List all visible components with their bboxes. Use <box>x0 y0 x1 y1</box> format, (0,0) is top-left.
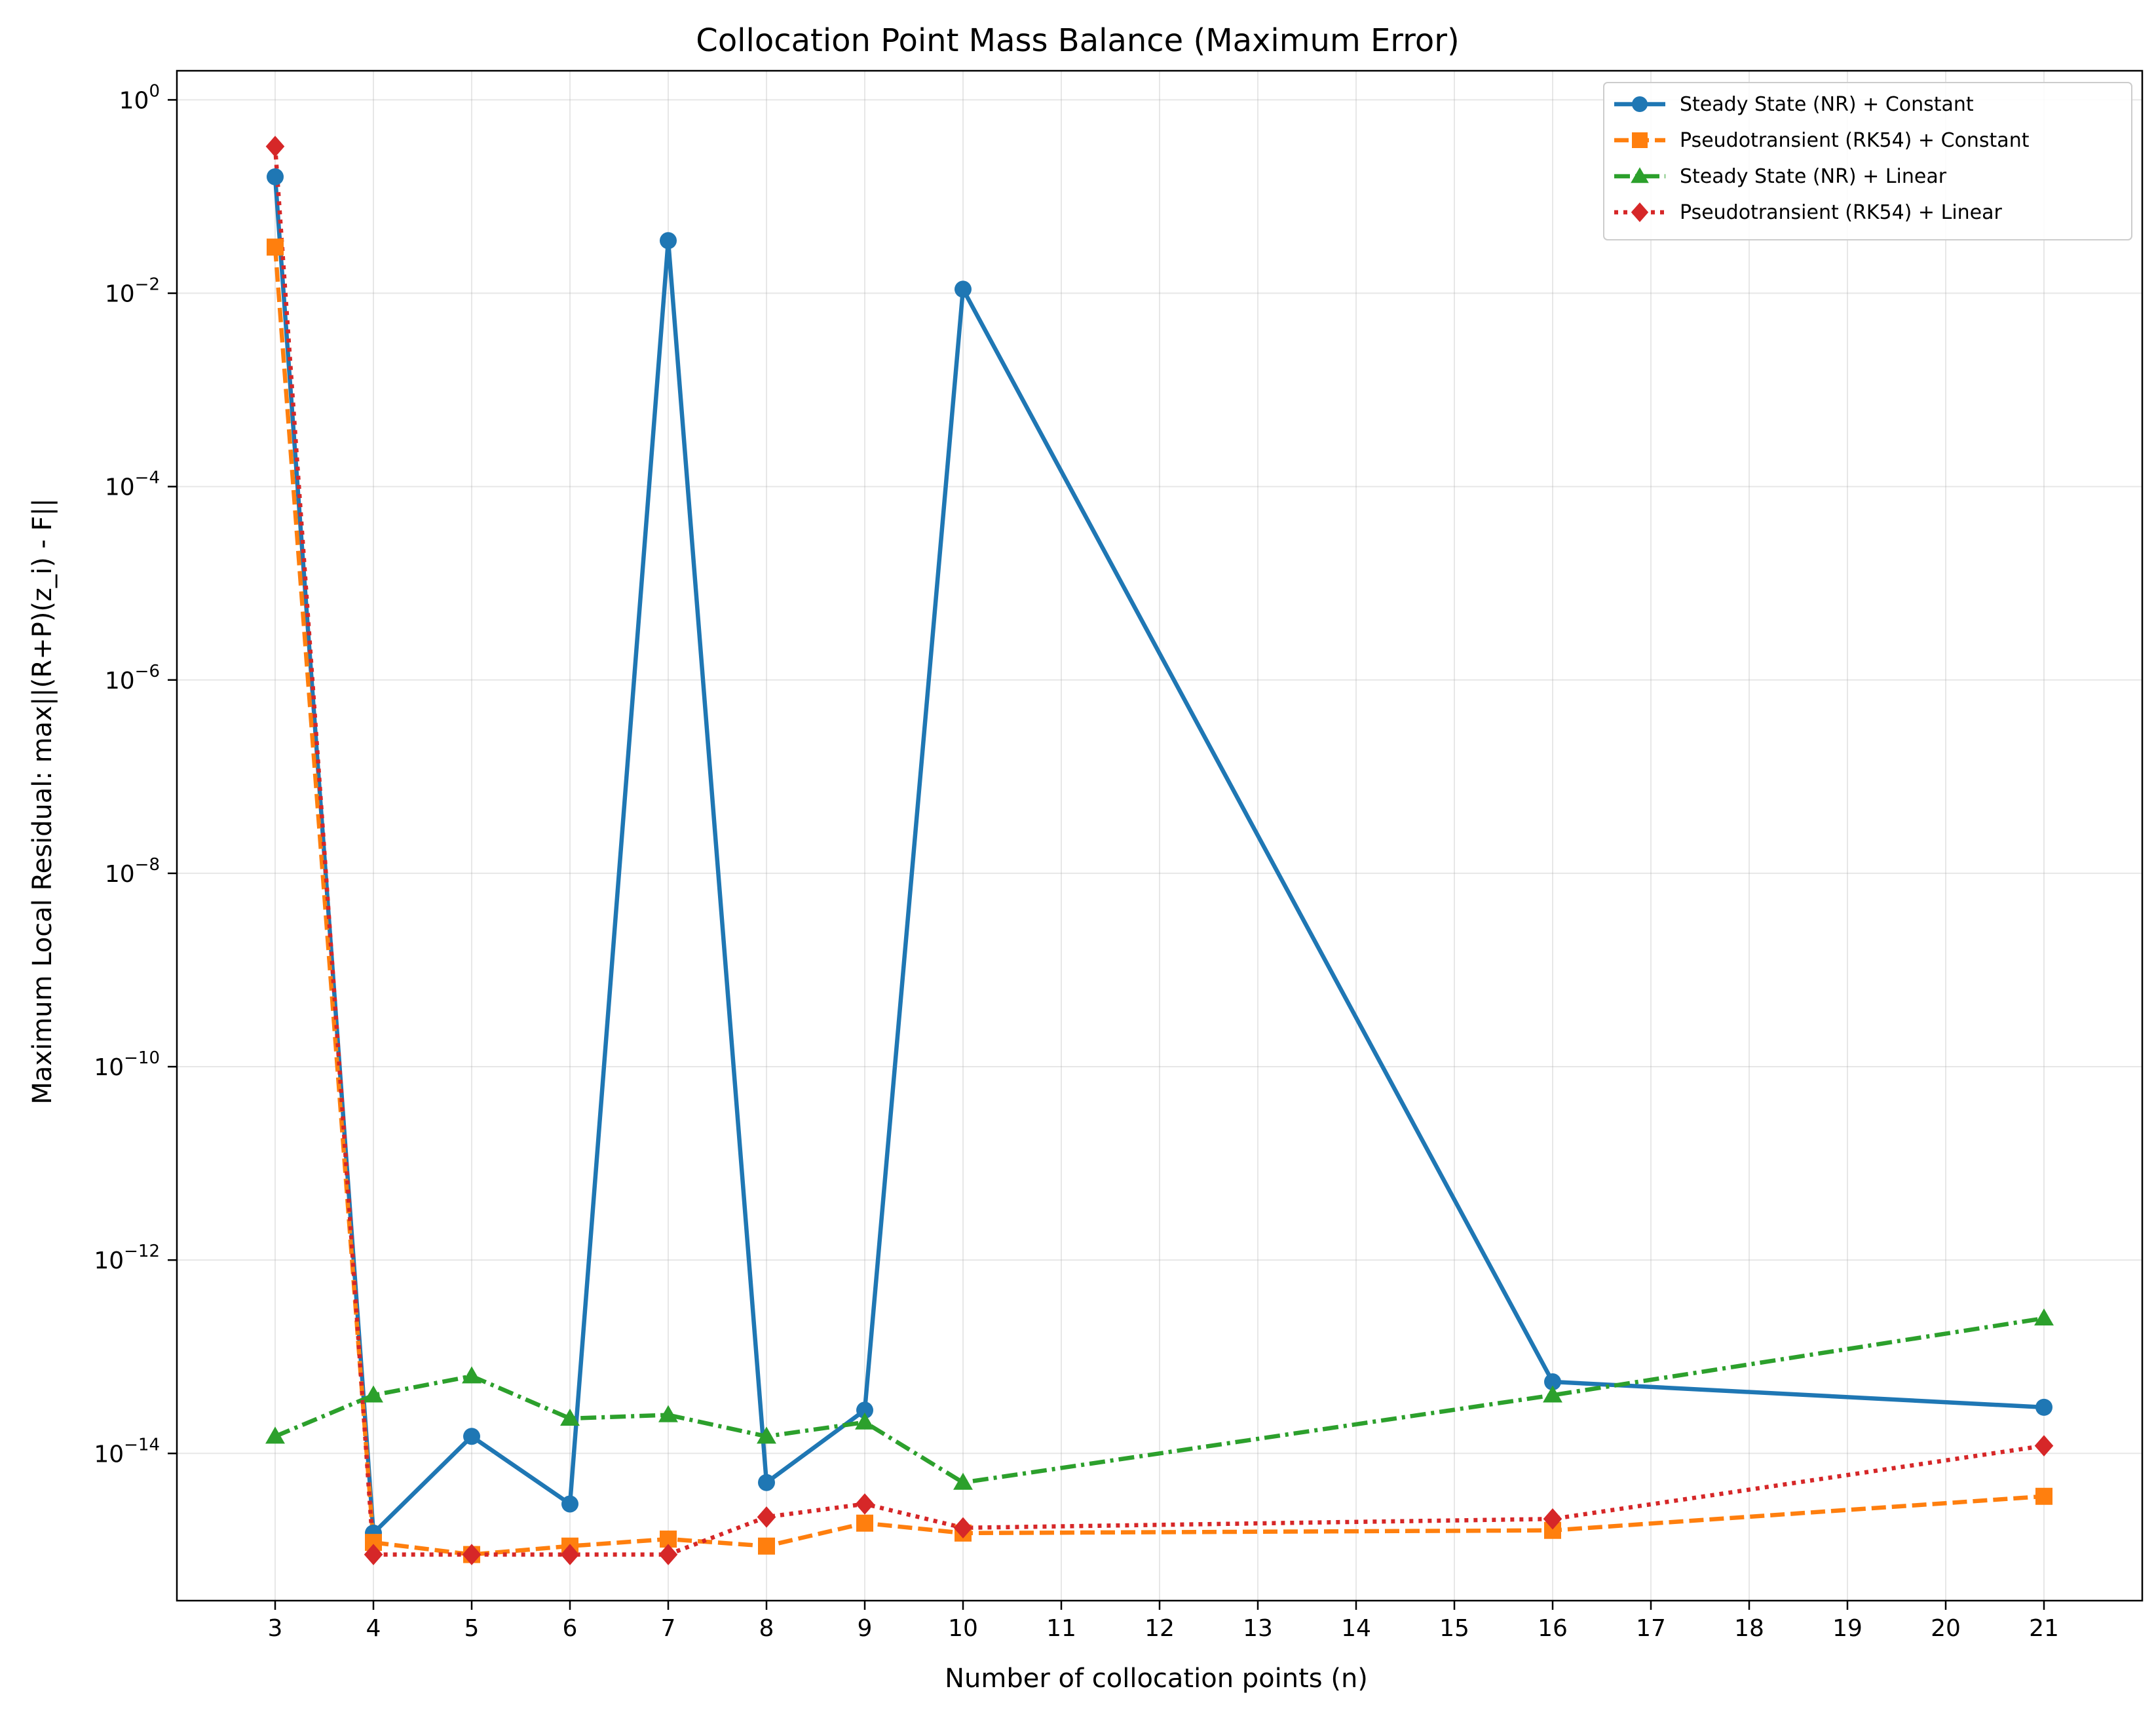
data-point <box>953 1517 973 1539</box>
x-tick-label: 13 <box>1243 1615 1273 1642</box>
x-tick-label: 15 <box>1439 1615 1469 1642</box>
y-tick-label: 10−6 <box>105 662 160 695</box>
data-point <box>462 1366 482 1384</box>
series-line <box>273 176 2045 1536</box>
data-point <box>758 1474 775 1491</box>
y-tick-exponent: −12 <box>124 1242 160 1261</box>
x-axis-ticks: 3 4 5 6 7 8 9 10 11 12 13 14 15 16 17 18 19 20 21 <box>268 1601 2059 1642</box>
y-axis-label: Maximum Local Residual: max||(R+P)(z_i) … <box>28 498 58 1104</box>
legend-swatch-marker <box>1631 202 1649 222</box>
x-tick-label: 19 <box>1832 1615 1863 1642</box>
y-tick-exponent: −6 <box>135 662 160 681</box>
x-tick-label: 7 <box>661 1615 676 1642</box>
series-markers <box>265 136 2054 1565</box>
y-tick-exponent: 0 <box>149 81 160 101</box>
data-point <box>1544 1373 1561 1391</box>
data-point <box>267 238 284 256</box>
x-tick-label: 5 <box>464 1615 480 1642</box>
y-tick-label: 100 <box>119 81 160 114</box>
data-point <box>757 1506 776 1528</box>
x-tick-label: 18 <box>1734 1615 1764 1642</box>
data-point <box>855 1493 875 1515</box>
data-point <box>757 1426 776 1444</box>
x-axis-label: Number of collocation points (n) <box>945 1664 1368 1694</box>
y-tick-exponent: −4 <box>135 468 160 488</box>
data-point <box>2034 1308 2054 1326</box>
data-point <box>1543 1385 1562 1403</box>
data-point <box>660 232 677 250</box>
data-point <box>658 1405 678 1422</box>
series-line <box>273 146 2045 1557</box>
data-point <box>560 1408 580 1426</box>
y-tick-label: 10−10 <box>94 1048 160 1081</box>
data-point <box>953 1472 973 1490</box>
x-tick-label: 12 <box>1144 1615 1175 1642</box>
x-tick-label: 9 <box>858 1615 873 1642</box>
x-tick-label: 17 <box>1636 1615 1666 1642</box>
x-tick-label: 14 <box>1341 1615 1371 1642</box>
y-tick-base: 10 <box>105 474 135 501</box>
data-point <box>2034 1435 2054 1457</box>
data-point <box>560 1544 580 1565</box>
data-point <box>758 1537 775 1555</box>
x-tick-label: 3 <box>268 1615 283 1642</box>
legend-swatch-marker <box>1631 167 1649 183</box>
legend-label: Steady State (NR) + Linear <box>1680 165 1947 188</box>
x-tick-label: 11 <box>1046 1615 1076 1642</box>
y-tick-base: 10 <box>105 668 135 695</box>
chart-title: Collocation Point Mass Balance (Maximum … <box>696 22 1459 59</box>
y-tick-base: 10 <box>105 861 135 888</box>
y-tick-exponent: −8 <box>135 855 160 875</box>
x-tick-label: 4 <box>366 1615 381 1642</box>
data-point <box>2035 1487 2052 1505</box>
data-point <box>2035 1398 2052 1416</box>
x-tick-label: 8 <box>759 1615 774 1642</box>
data-point <box>856 1401 873 1419</box>
y-tick-exponent: −2 <box>135 275 160 295</box>
legend-label: Pseudotransient (RK54) + Constant <box>1680 129 2030 152</box>
y-tick-base: 10 <box>119 87 149 114</box>
data-point <box>463 1428 480 1445</box>
data-point <box>265 1426 285 1444</box>
y-tick-base: 10 <box>94 1054 124 1081</box>
legend: Steady State (NR) + Constant Pseudotransi… <box>1603 82 2132 240</box>
legend-swatch-marker <box>1632 96 1648 112</box>
legend-label: Steady State (NR) + Constant <box>1680 93 1974 116</box>
legend-swatch-marker <box>1632 132 1648 148</box>
legend-label: Pseudotransient (RK54) + Linear <box>1680 201 2003 224</box>
series-lines <box>273 146 2045 1557</box>
data-point <box>462 1544 482 1565</box>
x-tick-label: 10 <box>948 1615 978 1642</box>
data-point <box>955 280 972 298</box>
data-point <box>265 136 285 157</box>
y-tick-label: 10−4 <box>105 468 160 501</box>
y-tick-label: 10−14 <box>94 1435 160 1468</box>
data-point <box>561 1495 578 1513</box>
y-tick-label: 10−12 <box>94 1242 160 1274</box>
data-point <box>856 1514 873 1532</box>
y-tick-label: 10−8 <box>105 855 160 888</box>
series-line <box>274 1316 2045 1485</box>
data-point <box>1543 1508 1562 1530</box>
legend-box <box>1603 82 2132 240</box>
y-tick-exponent: −10 <box>124 1048 160 1068</box>
data-point <box>364 1544 383 1565</box>
x-tick-label: 16 <box>1538 1615 1568 1642</box>
y-tick-label: 10−2 <box>105 275 160 308</box>
x-tick-label: 6 <box>563 1615 578 1642</box>
data-point <box>658 1544 678 1565</box>
y-tick-base: 10 <box>94 1441 124 1468</box>
series-line <box>273 246 2045 1557</box>
data-point <box>267 168 284 185</box>
y-tick-base: 10 <box>105 281 135 308</box>
x-tick-label: 21 <box>2029 1615 2059 1642</box>
y-tick-exponent: −14 <box>124 1435 160 1455</box>
y-tick-base: 10 <box>94 1247 124 1274</box>
x-tick-label: 20 <box>1931 1615 1961 1642</box>
data-point <box>855 1412 875 1430</box>
data-point <box>364 1385 383 1403</box>
